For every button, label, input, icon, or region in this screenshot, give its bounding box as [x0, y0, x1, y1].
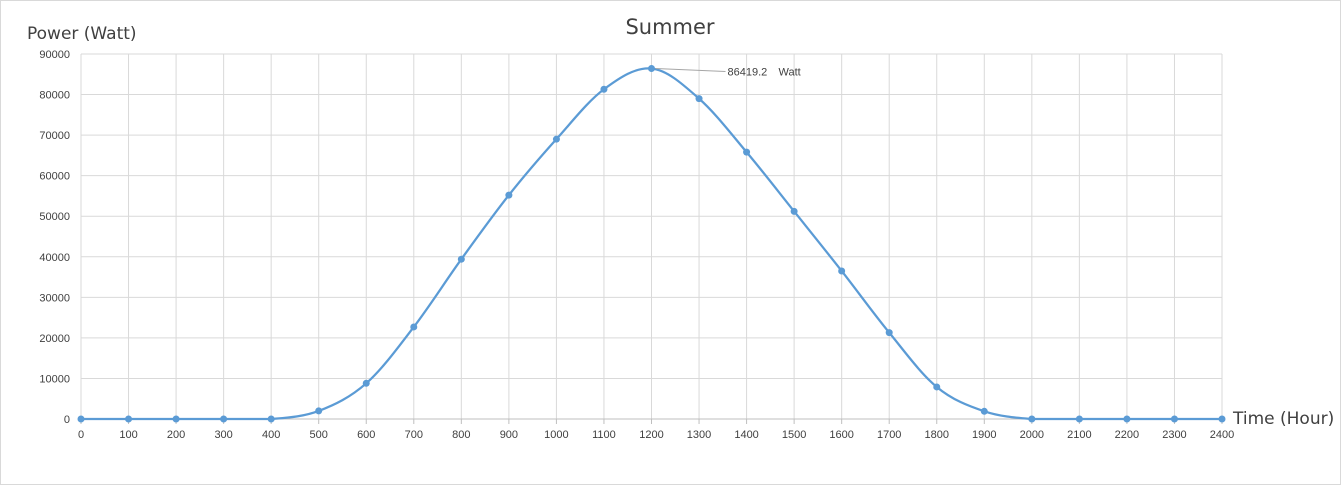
y-tick-label: 90000	[39, 49, 70, 61]
x-axis-tick-labels: 0 100 200 300 400 500 600 700 800 900 1000 1100 1200…	[78, 429, 1234, 441]
data-point	[362, 379, 370, 387]
data-point	[552, 135, 560, 143]
data-point	[933, 383, 941, 391]
data-point	[885, 329, 893, 337]
data-point	[1218, 415, 1226, 423]
y-tick-label: 80000	[39, 90, 70, 102]
data-point	[1075, 415, 1083, 423]
x-tick-label: 900	[500, 429, 518, 441]
x-tick-label: 300	[214, 429, 232, 441]
x-tick-label: 1400	[734, 429, 758, 441]
x-tick-label: 1300	[687, 429, 711, 441]
x-axis-title: Time (Hour)	[1232, 409, 1334, 429]
data-point	[980, 407, 988, 415]
data-point	[267, 415, 275, 423]
data-point	[790, 207, 798, 215]
x-tick-label: 1900	[972, 429, 996, 441]
x-tick-label: 200	[167, 429, 185, 441]
x-tick-label: 400	[262, 429, 280, 441]
x-tick-label: 1000	[544, 429, 568, 441]
data-points	[77, 65, 1226, 423]
y-tick-label: 0	[64, 414, 70, 426]
x-tick-label: 1200	[639, 429, 663, 441]
y-tick-label: 40000	[39, 252, 70, 264]
data-point	[220, 415, 228, 423]
x-tick-label: 1700	[877, 429, 901, 441]
peak-unit-label: Watt	[779, 67, 801, 79]
x-tick-label: 1500	[782, 429, 806, 441]
x-tick-label: 2300	[1162, 429, 1186, 441]
x-tick-label: 0	[78, 429, 84, 441]
gridlines	[80, 53, 1223, 419]
data-point	[743, 148, 751, 156]
x-tick-label: 2400	[1210, 429, 1234, 441]
data-point	[695, 95, 703, 103]
data-point	[315, 407, 323, 415]
x-tick-label: 100	[119, 429, 137, 441]
peak-value-label: 86419.2	[728, 67, 768, 79]
x-tick-label: 2200	[1115, 429, 1139, 441]
x-tick-label: 500	[310, 429, 328, 441]
x-tick-label: 800	[452, 429, 470, 441]
y-tick-label: 10000	[39, 373, 70, 385]
data-point	[172, 415, 180, 423]
data-point	[505, 191, 513, 199]
x-tick-label: 600	[357, 429, 375, 441]
data-point	[1170, 415, 1178, 423]
data-point	[77, 415, 85, 423]
data-point	[410, 323, 418, 331]
y-axis-title: Power (Watt)	[27, 24, 137, 44]
y-tick-label: 70000	[39, 130, 70, 142]
x-tick-label: 1800	[925, 429, 949, 441]
data-point	[1028, 415, 1036, 423]
data-point	[125, 415, 133, 423]
x-tick-label: 2000	[1020, 429, 1044, 441]
x-tick-label: 1600	[829, 429, 853, 441]
y-tick-label: 60000	[39, 171, 70, 183]
x-tick-label: 2100	[1067, 429, 1091, 441]
data-point	[838, 267, 846, 275]
y-tick-label: 50000	[39, 211, 70, 223]
annotations: 86419.2 Watt	[655, 67, 801, 79]
x-tick-label: 1100	[592, 429, 616, 441]
data-point	[1123, 415, 1131, 423]
chart-title: Summer	[625, 15, 714, 39]
y-axis-tick-labels: 0 10000 20000 30000 40000 50000 60000 70000 8000…	[39, 49, 70, 426]
y-tick-label: 20000	[39, 333, 70, 345]
data-point	[457, 255, 465, 263]
data-point	[600, 85, 608, 93]
annotation-leader-line	[655, 68, 726, 73]
y-tick-label: 30000	[39, 292, 70, 304]
x-tick-label: 700	[405, 429, 423, 441]
data-point	[648, 65, 655, 73]
